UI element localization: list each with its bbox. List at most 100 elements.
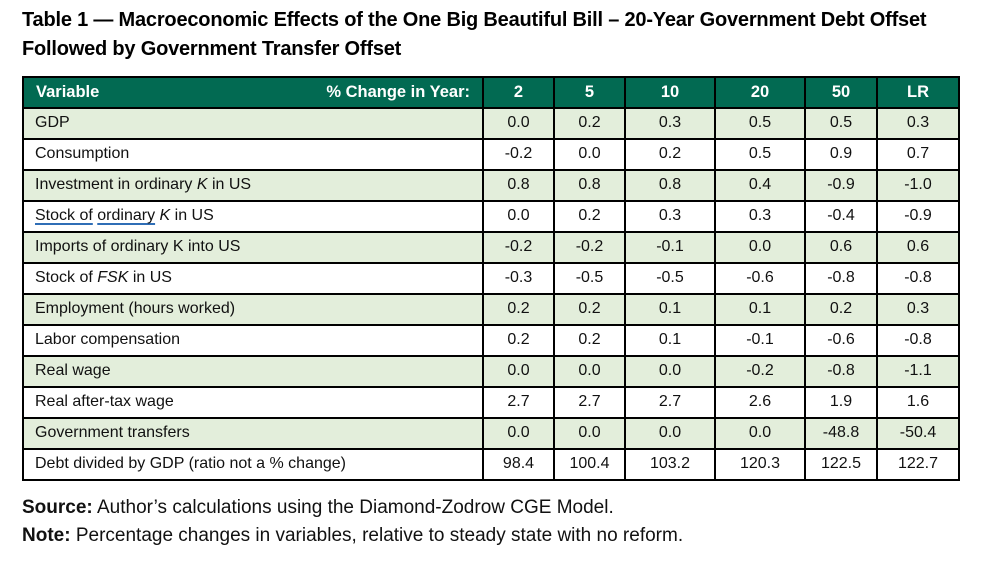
table-row: Real wage 0.0 0.0 0.0 -0.2 -0.8 -1.1 (22, 354, 960, 388)
variable-label-segment: Imports of ordinary K into US (35, 238, 241, 256)
value-cell: 0.6 (804, 230, 878, 264)
value-cell: 0.9 (804, 137, 878, 171)
value-cell: -0.4 (804, 199, 878, 233)
value-cell: -0.6 (714, 261, 806, 295)
value-cell: 0.1 (624, 292, 716, 326)
variable-label-segment: Stock of (35, 269, 98, 287)
value-cell: -0.8 (876, 261, 960, 295)
value-cell: 100.4 (553, 447, 626, 481)
variable-label-segment: in US (207, 176, 252, 194)
value-cell: 0.0 (553, 354, 626, 388)
year-column-header-50: 50 (804, 75, 878, 109)
table-row: Government transfers 0.0 0.0 0.0 0.0 -48.8 -50… (22, 416, 960, 450)
macro-effects-table: Variable % Change in Year: 2 5 10 20 50 LR GD… (22, 75, 960, 481)
value-cell: 0.2 (553, 292, 626, 326)
source-line: Source: Author’s calculations using the … (22, 494, 981, 522)
variable-cell: Stock of ordinary K in US (22, 199, 484, 233)
table-row: Imports of ordinary K into US -0.2 -0.2 -0.… (22, 230, 960, 264)
value-cell: -1.1 (876, 354, 960, 388)
header-row: Variable % Change in Year: 2 5 10 20 50 LR (22, 75, 960, 109)
value-cell: 0.8 (553, 168, 626, 202)
footer: Source: Author’s calculations using the … (22, 494, 981, 550)
variable-cell: GDP (22, 106, 484, 140)
table-row: Stock of ordinary K in US 0.0 0.2 0.3 0.3 -0.… (22, 199, 960, 233)
variable-label-segment: Employment (hours worked) (35, 300, 236, 318)
value-cell: 2.6 (714, 385, 806, 419)
value-cell: 2.7 (482, 385, 555, 419)
value-cell: 0.2 (482, 323, 555, 357)
variable-header-label: Variable (36, 82, 100, 101)
value-cell: 0.0 (714, 416, 806, 450)
variable-label-segment: Government transfers (35, 424, 190, 442)
value-cell: 0.2 (553, 106, 626, 140)
variable-cell: Consumption (22, 137, 484, 171)
note-line: Note: Percentage changes in variables, r… (22, 522, 981, 550)
variable-cell: Investment in ordinary K in US (22, 168, 484, 202)
value-cell: 0.4 (714, 168, 806, 202)
value-cell: 1.6 (876, 385, 960, 419)
value-cell: -0.8 (876, 323, 960, 357)
variable-cell: Labor compensation (22, 323, 484, 357)
value-cell: 0.0 (482, 106, 555, 140)
variable-label-segment: Labor compensation (35, 331, 180, 349)
year-column-header-5: 5 (553, 75, 626, 109)
value-cell: -0.2 (482, 230, 555, 264)
value-cell: -0.3 (482, 261, 555, 295)
value-cell: -0.5 (553, 261, 626, 295)
value-cell: -0.2 (714, 354, 806, 388)
value-cell: 0.3 (624, 106, 716, 140)
value-cell: -1.0 (876, 168, 960, 202)
value-cell: 0.0 (482, 354, 555, 388)
table-row: Debt divided by GDP (ratio not a % chang… (22, 447, 960, 481)
value-cell: -0.9 (876, 199, 960, 233)
variable-label-segment: ordinary (97, 207, 156, 225)
variable-cell: Government transfers (22, 416, 484, 450)
value-cell: 0.2 (482, 292, 555, 326)
value-cell: 2.7 (553, 385, 626, 419)
value-cell: 0.0 (624, 354, 716, 388)
variable-label-segment: in US (170, 207, 214, 225)
value-cell: -0.2 (553, 230, 626, 264)
value-cell: 0.1 (624, 323, 716, 357)
table-row: Employment (hours worked) 0.2 0.2 0.1 0.1 0.2… (22, 292, 960, 326)
value-cell: 0.3 (876, 106, 960, 140)
value-cell: -0.8 (804, 354, 878, 388)
table-row: Real after-tax wage 2.7 2.7 2.7 2.6 1.9 1.6 (22, 385, 960, 419)
variable-cell: Imports of ordinary K into US (22, 230, 484, 264)
value-cell: -0.5 (624, 261, 716, 295)
value-cell: -0.1 (624, 230, 716, 264)
value-cell: 0.2 (553, 199, 626, 233)
variable-cell: Real after-tax wage (22, 385, 484, 419)
value-cell: 98.4 (482, 447, 555, 481)
variable-label-segment: Debt divided by GDP (ratio not a % chang… (35, 455, 346, 473)
variable-label-segment: GDP (35, 114, 70, 132)
variable-header-cell: Variable % Change in Year: (22, 75, 484, 109)
value-cell: 0.3 (876, 292, 960, 326)
value-cell: -50.4 (876, 416, 960, 450)
value-cell: 0.2 (553, 323, 626, 357)
year-column-header-2: 2 (482, 75, 555, 109)
table-row: GDP 0.0 0.2 0.3 0.5 0.5 0.3 (22, 106, 960, 140)
value-cell: 0.3 (624, 199, 716, 233)
value-cell: 0.0 (482, 416, 555, 450)
value-cell: 0.0 (553, 416, 626, 450)
year-column-header-10: 10 (624, 75, 716, 109)
value-cell: 1.9 (804, 385, 878, 419)
variable-label-segment: K (196, 176, 208, 194)
value-cell: 103.2 (624, 447, 716, 481)
value-cell: 0.3 (714, 199, 806, 233)
value-cell: 0.8 (624, 168, 716, 202)
value-cell: 0.5 (714, 137, 806, 171)
variable-cell: Debt divided by GDP (ratio not a % chang… (22, 447, 484, 481)
variable-label-segment: Real after-tax wage (35, 393, 174, 411)
note-label: Note: (22, 524, 71, 546)
value-cell: 0.5 (714, 106, 806, 140)
table-row: Investment in ordinary K in US 0.8 0.8 0.8 0… (22, 168, 960, 202)
year-column-header-20: 20 (714, 75, 806, 109)
variable-label-segment: in US (128, 269, 172, 287)
value-cell: 122.5 (804, 447, 878, 481)
value-cell: 0.8 (482, 168, 555, 202)
table-row: Consumption -0.2 0.0 0.2 0.5 0.9 0.7 (22, 137, 960, 171)
value-cell: 0.2 (804, 292, 878, 326)
